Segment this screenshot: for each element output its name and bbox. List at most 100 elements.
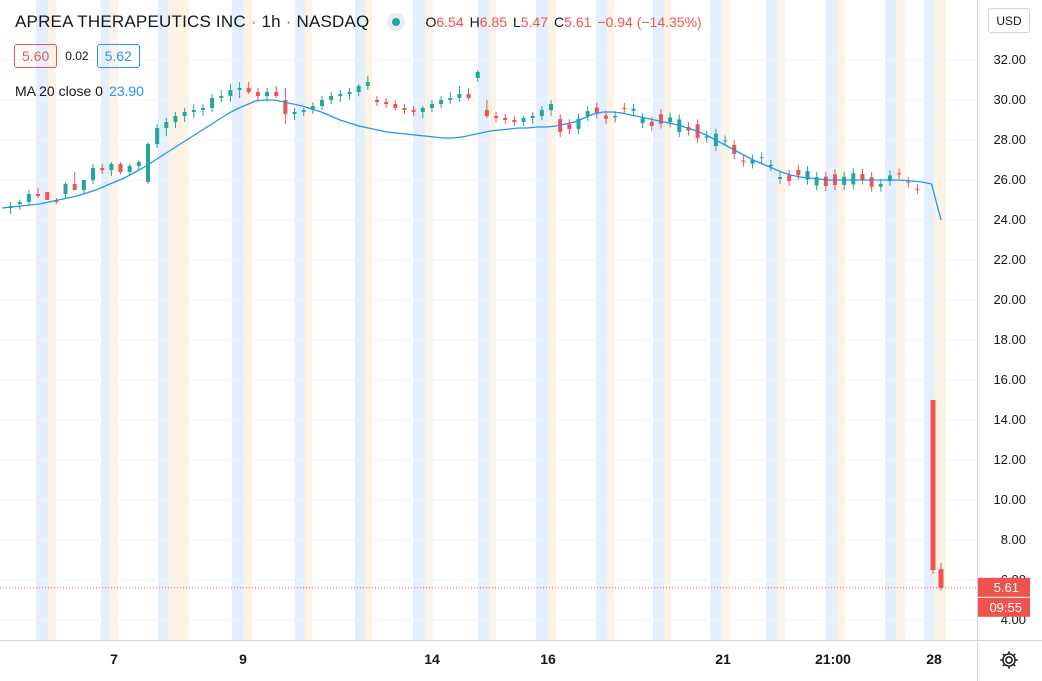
ma-label: MA 20 close 0 <box>15 83 103 99</box>
session-band <box>924 0 935 640</box>
session-band <box>48 0 56 640</box>
x-tick-label: 14 <box>424 651 440 667</box>
candle-body <box>411 110 416 112</box>
candle-body <box>255 92 260 96</box>
candle-body <box>549 104 554 110</box>
gear-icon[interactable] <box>998 649 1020 671</box>
x-tick-label: 21:00 <box>815 651 851 667</box>
session-band <box>935 0 946 640</box>
candle-body <box>585 111 590 117</box>
candle-body <box>906 181 911 183</box>
session-band <box>607 0 614 640</box>
session-band <box>355 0 365 640</box>
currency-button[interactable]: USD <box>988 8 1030 33</box>
candle-body <box>155 128 160 144</box>
candle-body <box>182 112 187 116</box>
candle-body <box>429 104 434 108</box>
candle-body <box>723 140 728 142</box>
session-band <box>826 0 837 640</box>
y-tick-label: 22.00 <box>993 252 1026 267</box>
candle-body <box>191 110 196 112</box>
session-band <box>295 0 305 640</box>
y-tick-label: 20.00 <box>993 292 1026 307</box>
candle-body <box>814 177 819 186</box>
symbol-name[interactable]: APREA THERAPEUTICS INC <box>15 12 246 31</box>
close-value: 5.61 <box>564 14 592 30</box>
session-band <box>232 0 244 640</box>
interval-label[interactable]: 1h <box>261 12 281 31</box>
session-band <box>305 0 312 640</box>
candle-body <box>668 117 673 123</box>
candle-body <box>320 100 325 106</box>
bid-price-button[interactable]: 5.60 <box>14 44 58 68</box>
chart-legend-header: APREA THERAPEUTICS INC · 1h · NASDAQ O6.… <box>15 11 702 33</box>
y-tick-label: 14.00 <box>993 412 1026 427</box>
y-tick-label: 18.00 <box>993 332 1026 347</box>
candle-body <box>475 72 480 78</box>
candle-body <box>741 160 746 162</box>
candle-body <box>36 194 41 196</box>
x-tick-label: 21 <box>715 651 731 667</box>
candle-body <box>759 157 764 159</box>
candle-body <box>613 115 618 118</box>
candle-body <box>210 98 215 108</box>
candle-body <box>283 100 288 114</box>
candle-body <box>448 98 453 100</box>
session-band <box>777 0 785 640</box>
candle-body <box>274 92 279 96</box>
ma-legend[interactable]: MA 20 close 0 23.90 <box>15 83 144 99</box>
session-band <box>548 0 556 640</box>
candle-body <box>26 194 31 202</box>
session-band <box>664 0 671 640</box>
candle-body <box>329 96 334 100</box>
candle-body <box>45 192 50 200</box>
y-tick-label: 32.00 <box>993 52 1026 67</box>
candle-body <box>842 176 847 185</box>
y-tick-label: 24.00 <box>993 212 1026 227</box>
candle-body <box>796 170 801 176</box>
ask-price-button[interactable]: 5.62 <box>96 44 140 68</box>
x-tick-label: 7 <box>110 651 118 667</box>
candle-body <box>640 118 645 124</box>
y-tick-label: 28.00 <box>993 132 1026 147</box>
candle-body <box>930 400 936 570</box>
candle-body <box>246 88 251 92</box>
separator: · <box>285 12 292 31</box>
candle-body <box>768 164 773 167</box>
candle-body <box>938 569 944 588</box>
y-tick-label: 10.00 <box>993 492 1026 507</box>
change-value: −0.94 (−14.35%) <box>597 14 702 30</box>
exchange-label: NASDAQ <box>296 12 370 31</box>
low-value: 5.47 <box>520 14 549 30</box>
last-price-label: 5.61 <box>994 580 1019 595</box>
candle-body <box>576 118 581 129</box>
candle-body <box>118 164 123 172</box>
countdown-label: 09:55 <box>989 600 1022 615</box>
candle-body <box>402 108 407 110</box>
candle-body <box>292 112 297 114</box>
candle-body <box>649 121 654 126</box>
last-price-label-bg <box>978 577 1030 597</box>
x-tick-label: 28 <box>926 651 942 667</box>
session-band <box>837 0 845 640</box>
candle-body <box>81 180 86 190</box>
candle-body <box>63 184 68 194</box>
session-band <box>721 0 729 640</box>
ohlc-values: O6.54 H6.85 L5.47 C5.61 −0.94 (−14.35%) <box>425 14 702 30</box>
session-band <box>766 0 777 640</box>
session-band <box>244 0 252 640</box>
session-band <box>596 0 607 640</box>
session-band <box>489 0 496 640</box>
candle-body <box>897 173 902 175</box>
candle-body <box>136 162 141 166</box>
ma-value: 23.90 <box>108 83 144 99</box>
candle-body <box>521 118 526 122</box>
candle-body <box>631 108 636 111</box>
candle-body <box>567 124 572 130</box>
session-band <box>365 0 372 640</box>
candle-body <box>374 100 379 102</box>
candle-body <box>228 90 233 96</box>
candle-body <box>219 96 224 98</box>
